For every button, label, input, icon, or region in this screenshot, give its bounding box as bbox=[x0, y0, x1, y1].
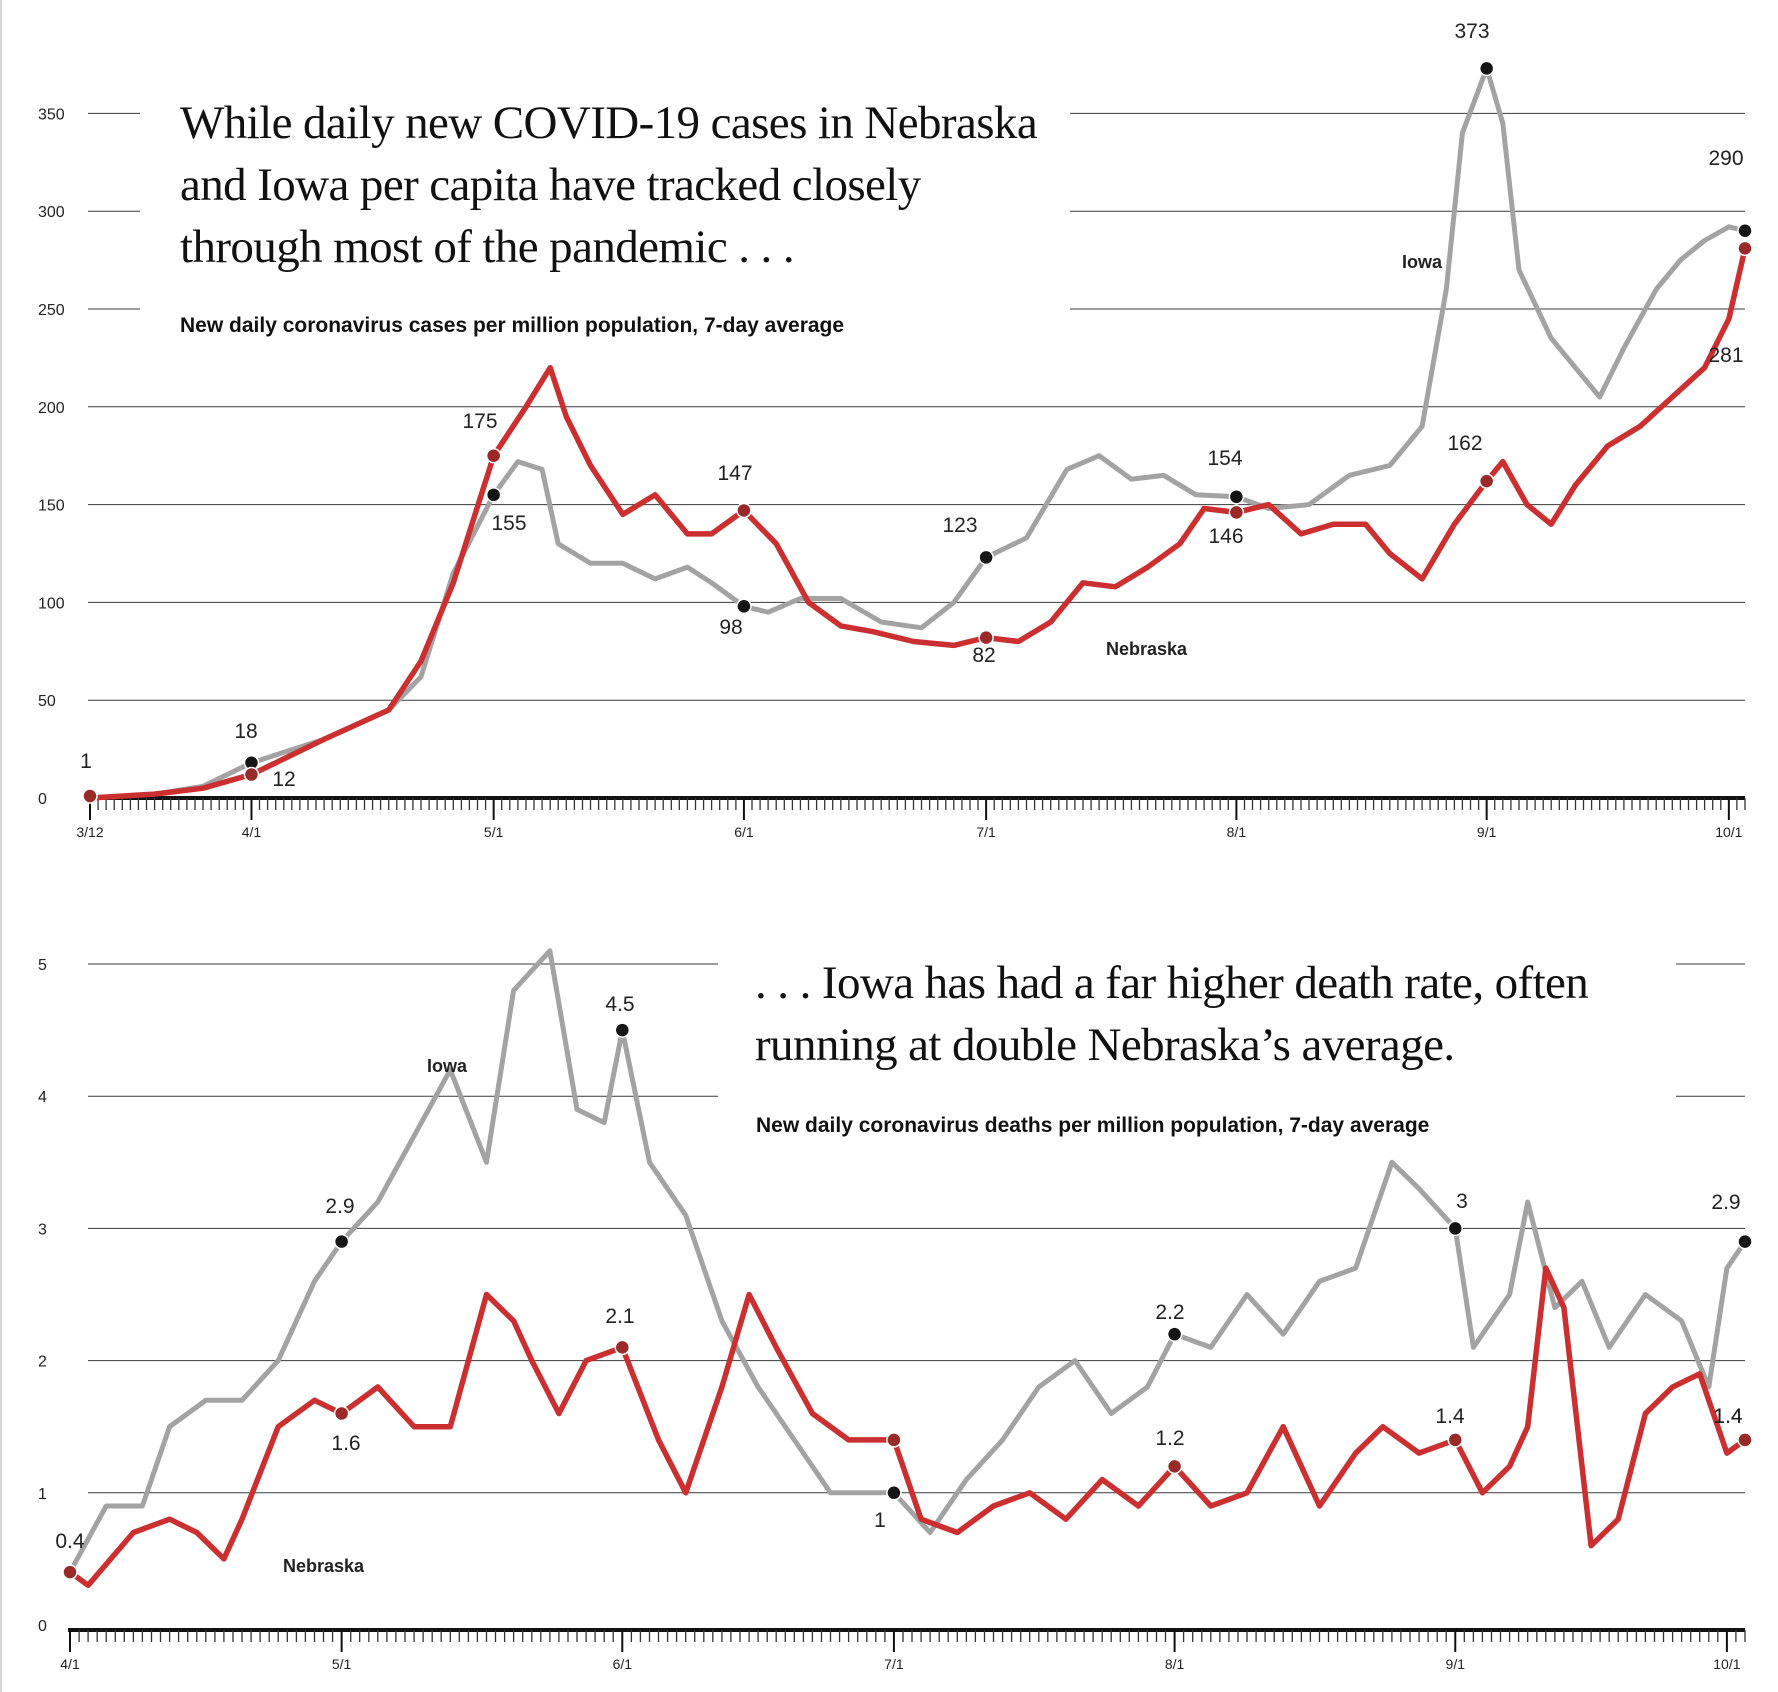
annotation-label: 1 bbox=[874, 1509, 886, 1532]
annotation-label: 146 bbox=[1208, 525, 1243, 548]
annotation-label: 373 bbox=[1454, 20, 1489, 43]
annotation-dot bbox=[1737, 1233, 1753, 1250]
annotation-label: 2.1 bbox=[605, 1305, 634, 1328]
annotation-label: 0.4 bbox=[55, 1530, 85, 1553]
series-line-iowa bbox=[67, 948, 1748, 1575]
annotation-dot bbox=[1166, 1326, 1183, 1342]
annotation-dot bbox=[1737, 223, 1753, 239]
x-tick-label: 8/1 bbox=[1227, 824, 1247, 840]
y-tick-label: 250 bbox=[38, 302, 65, 319]
annotation-label: 1.6 bbox=[331, 1432, 360, 1455]
annotation-label: 1.2 bbox=[1155, 1427, 1184, 1450]
x-tick-label: 10/1 bbox=[1713, 1656, 1740, 1672]
annotation-dot bbox=[243, 766, 260, 783]
series-line-nebraska bbox=[87, 245, 1748, 801]
annotation-label: 4.5 bbox=[605, 993, 634, 1016]
x-tick-label: 6/1 bbox=[734, 824, 754, 840]
annotation-label: 175 bbox=[462, 410, 497, 433]
annotation-dot bbox=[1166, 1458, 1183, 1475]
annotation-label: 1 bbox=[80, 750, 92, 773]
deaths-headline: . . . Iowa has had a far higher death ra… bbox=[755, 957, 1589, 1071]
series-label-iowa: Iowa bbox=[427, 1056, 468, 1076]
cases-subtitle: New daily coronavirus cases per million … bbox=[180, 314, 845, 337]
x-tick-label: 9/1 bbox=[1477, 824, 1497, 840]
annotation-label: 290 bbox=[1708, 147, 1743, 170]
y-tick-label: 200 bbox=[38, 400, 65, 417]
annotation-label: 154 bbox=[1207, 447, 1242, 470]
x-tick-label: 6/1 bbox=[613, 1656, 633, 1672]
annotation-dot bbox=[82, 788, 98, 804]
series-line-iowa bbox=[87, 65, 1748, 801]
x-tick-label: 4/1 bbox=[242, 824, 262, 840]
y-tick-label: 300 bbox=[38, 204, 65, 221]
y-tick-label: 2 bbox=[38, 1354, 47, 1371]
annotation-dot bbox=[886, 1432, 902, 1448]
annotation-label: 1.4 bbox=[1713, 1405, 1743, 1428]
annotation-label: 2.9 bbox=[325, 1195, 354, 1218]
x-tick-label: 8/1 bbox=[1165, 1656, 1185, 1672]
annotation-dot bbox=[1228, 504, 1245, 521]
annotation-dot bbox=[736, 598, 752, 615]
y-tick-label: 4 bbox=[38, 1089, 47, 1106]
annotation-label: 18 bbox=[234, 720, 257, 743]
annotation-label: 2.2 bbox=[1155, 1301, 1184, 1324]
x-tick-label: 7/1 bbox=[976, 824, 996, 840]
annotation-label: 12 bbox=[272, 768, 295, 791]
x-tick-label: 10/1 bbox=[1715, 824, 1742, 840]
y-tick-label: 50 bbox=[38, 693, 56, 710]
deaths-subtitle: New daily coronavirus deaths per million… bbox=[756, 1114, 1430, 1137]
annotation-label: 98 bbox=[719, 616, 742, 639]
annotation-dot bbox=[1737, 240, 1753, 257]
y-tick-label: 150 bbox=[38, 498, 65, 515]
annotation-label: 281 bbox=[1708, 344, 1743, 367]
annotation-dot bbox=[485, 487, 502, 503]
annotation-dot bbox=[485, 447, 502, 464]
x-tick-label: 5/1 bbox=[484, 824, 504, 840]
annotation-dot bbox=[614, 1022, 631, 1038]
annotation-dot bbox=[614, 1339, 631, 1356]
annotation-dot bbox=[1228, 489, 1245, 505]
annotation-dot bbox=[978, 549, 994, 566]
x-tick-label: 9/1 bbox=[1446, 1656, 1466, 1672]
annotation-label: 2.9 bbox=[1711, 1191, 1740, 1214]
annotation-dot bbox=[1447, 1432, 1464, 1448]
annotation-dot bbox=[1478, 473, 1495, 489]
cases-chart: 0 50 100 150 200 250 300 350 3/12 4/1 5/1 6/1 7/1 8/1… bbox=[38, 20, 1753, 840]
series-label-iowa: Iowa bbox=[1402, 252, 1443, 272]
annotation-dot bbox=[62, 1564, 78, 1580]
annotation-dot bbox=[736, 502, 752, 519]
annotation-dot bbox=[1478, 60, 1495, 77]
y-tick-label: 0 bbox=[38, 1618, 47, 1635]
annotation-label: 1.4 bbox=[1435, 1405, 1465, 1428]
cases-headline: While daily new COVID-19 cases in Nebras… bbox=[180, 97, 1038, 273]
x-tick-label: 4/1 bbox=[60, 1656, 80, 1672]
y-tick-label: 100 bbox=[38, 595, 65, 612]
annotation-dot bbox=[333, 1405, 350, 1422]
y-tick-label: 5 bbox=[38, 957, 47, 974]
annotation-dot bbox=[886, 1485, 902, 1501]
annotation-label: 123 bbox=[942, 514, 977, 537]
annotation-dot bbox=[1737, 1432, 1753, 1448]
y-tick-label: 3 bbox=[38, 1221, 47, 1238]
annotation-dot bbox=[1447, 1220, 1464, 1237]
annotation-dot bbox=[978, 629, 994, 646]
annotation-dot bbox=[333, 1233, 350, 1250]
x-tick-label: 3/12 bbox=[76, 824, 103, 840]
y-tick-label: 1 bbox=[38, 1486, 47, 1503]
annotation-label: 1.4 bbox=[1713, 1405, 1743, 1428]
annotation-label: 162 bbox=[1447, 432, 1482, 455]
annotation-label: 155 bbox=[491, 512, 526, 535]
y-tick-label: 350 bbox=[38, 106, 65, 123]
annotation-label: 147 bbox=[717, 462, 752, 485]
x-tick-label: 5/1 bbox=[332, 1656, 352, 1672]
series-label-nebraska: Nebraska bbox=[283, 1556, 365, 1576]
annotation-label: 82 bbox=[972, 644, 995, 667]
x-tick-label: 7/1 bbox=[884, 1656, 904, 1672]
annotation-label: 3 bbox=[1456, 1190, 1468, 1213]
y-tick-label: 0 bbox=[38, 791, 47, 808]
series-label-nebraska: Nebraska bbox=[1106, 639, 1188, 659]
deaths-chart: 0 1 2 3 4 5 4/1 5/1 6/1 7/1 8/1 9/1 10/1 Iowa Nebraska… bbox=[38, 948, 1753, 1672]
